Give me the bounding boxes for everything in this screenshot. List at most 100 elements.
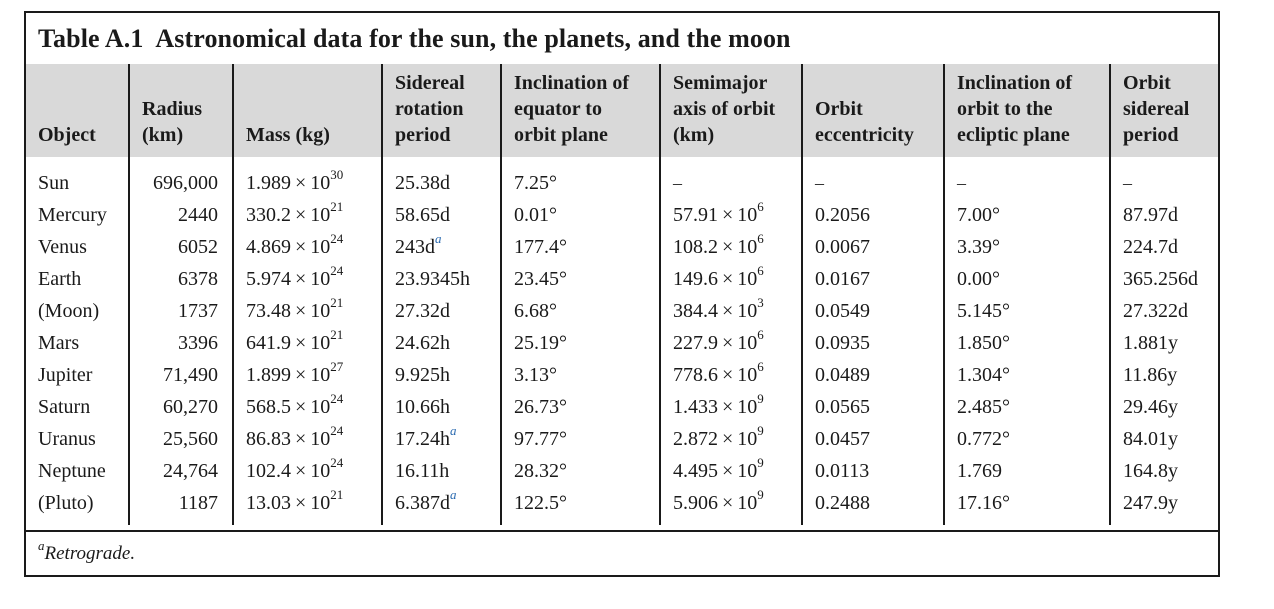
exponent: 6	[757, 231, 764, 247]
rotation-cell: 25.38d	[381, 157, 501, 199]
radius-cell: 71,490	[128, 359, 233, 391]
eccentricity-cell: 0.0113	[801, 455, 944, 487]
exponent: 24	[330, 231, 344, 247]
retrograde-mark: a	[450, 487, 457, 503]
eccentricity-cell: 0.0457	[801, 423, 944, 455]
mass-cell: 4.869 × 1024	[232, 231, 382, 263]
semimajor-axis-cell: 778.6 × 106	[659, 359, 802, 391]
rotation-value: 58.65d	[395, 204, 450, 226]
times-sign: ×	[295, 172, 307, 194]
mantissa: 2.872	[673, 428, 718, 450]
times-sign: ×	[295, 268, 307, 290]
times-sign: ×	[722, 332, 734, 354]
inclination-ecliptic-cell: 17.16°	[943, 487, 1110, 525]
semimajor-axis-cell: 384.4 × 103	[659, 295, 802, 327]
mantissa: 384.4	[673, 300, 718, 322]
column-header-line: eccentricity	[815, 124, 914, 146]
orbit-period-cell: 164.8y	[1109, 455, 1218, 487]
table-row: Neptune 24,764 102.4 × 1024 16.11h 28.32° 4.495…	[26, 455, 1218, 487]
mass-cell: 1.899 × 1027	[232, 359, 382, 391]
inclination-ecliptic-cell: 1.850°	[943, 327, 1110, 359]
inclination-equator-cell: 28.32°	[500, 455, 660, 487]
mantissa: 568.5	[246, 396, 291, 418]
orbit-period-cell: 1.881y	[1109, 327, 1218, 359]
exponent: 21	[330, 327, 344, 343]
radius-cell: 6052	[128, 231, 233, 263]
table-row: Sun 696,000 1.989 × 1030 25.38d 7.25° – – – –	[26, 157, 1218, 199]
table-row: (Pluto) 1187 13.03 × 1021 6.387da 122.5° 5.906 ×…	[26, 487, 1218, 525]
exponent: 6	[757, 327, 764, 343]
exponent: 30	[330, 167, 344, 183]
radius-cell: 6378	[128, 263, 233, 295]
orbit-period-cell: 224.7d	[1109, 231, 1218, 263]
radius-cell: 24,764	[128, 455, 233, 487]
eccentricity-cell: 0.2056	[801, 199, 944, 231]
inclination-ecliptic-cell: –	[943, 157, 1110, 199]
rotation-value: 25.38d	[395, 172, 450, 194]
table-row: Venus 6052 4.869 × 1024 243da 177.4° 108.2 × 106 0…	[26, 231, 1218, 263]
table-row: Jupiter 71,490 1.899 × 1027 9.925h 3.13° 778.6 ×…	[26, 359, 1218, 391]
column-header-line: period	[395, 124, 451, 146]
times-sign: ×	[295, 492, 307, 514]
object-cell: Neptune	[38, 460, 106, 482]
times-sign: ×	[295, 364, 307, 386]
mass-cell: 1.989 × 1030	[232, 157, 382, 199]
radius-cell: 60,270	[128, 391, 233, 423]
times-sign: ×	[722, 268, 734, 290]
rotation-value: 10.66h	[395, 396, 450, 418]
mantissa: 108.2	[673, 236, 718, 258]
exponent: 9	[757, 455, 764, 471]
times-sign: ×	[295, 300, 307, 322]
object-cell: (Moon)	[38, 300, 100, 322]
times-sign: ×	[722, 492, 734, 514]
column-header: Inclination of equator to orbit plane	[500, 64, 660, 157]
retrograde-mark: a	[435, 231, 442, 247]
mass-cell: 5.974 × 1024	[232, 263, 382, 295]
radius-cell: 25,560	[128, 423, 233, 455]
orbit-period-cell: 365.256d	[1109, 263, 1218, 295]
mass-cell: 102.4 × 1024	[232, 455, 382, 487]
inclination-ecliptic-cell: 2.485°	[943, 391, 1110, 423]
table-row: Mars 3396 641.9 × 1021 24.62h 25.19° 227.9 × 106 0…	[26, 327, 1218, 359]
column-header-line: Radius	[142, 98, 203, 120]
column-header-line: Inclination of	[514, 72, 630, 94]
semimajor-axis-cell: 149.6 × 106	[659, 263, 802, 295]
mantissa: 778.6	[673, 364, 718, 386]
semimajor-axis-cell: –	[659, 157, 802, 199]
object-cell: Mercury	[38, 204, 107, 226]
mantissa: 4.495	[673, 460, 718, 482]
times-sign: ×	[295, 460, 307, 482]
inclination-equator-cell: 26.73°	[500, 391, 660, 423]
header-row: Object Radius (km) Mass (kg) Sidereal rotatio…	[26, 64, 1218, 157]
mantissa: 86.83	[246, 428, 291, 450]
column-header-line: Inclination of	[957, 72, 1073, 94]
table-frame: Table A.1 Astronomical data for the sun, …	[24, 11, 1220, 577]
astronomical-data-table: Object Radius (km) Mass (kg) Sidereal rotatio…	[26, 64, 1218, 525]
mantissa: 149.6	[673, 268, 718, 290]
mantissa: 1.433	[673, 396, 718, 418]
rotation-cell: 23.9345h	[381, 263, 501, 295]
mass-cell: 330.2 × 1021	[232, 199, 382, 231]
exponent: 9	[757, 423, 764, 439]
object-cell: Sun	[38, 172, 70, 194]
exponent: 24	[330, 455, 344, 471]
mantissa: 5.974	[246, 268, 291, 290]
rotation-value: 16.11h	[395, 460, 450, 482]
orbit-period-cell: 11.86y	[1109, 359, 1218, 391]
eccentricity-cell: 0.0935	[801, 327, 944, 359]
exponent: 21	[330, 487, 344, 503]
footnote-mark: a	[38, 537, 45, 553]
object-cell: (Pluto)	[38, 492, 94, 514]
exponent: 24	[330, 423, 344, 439]
radius-cell: 696,000	[128, 157, 233, 199]
inclination-ecliptic-cell: 3.39°	[943, 231, 1110, 263]
object-cell: Venus	[38, 236, 87, 258]
column-header-line: Semimajor	[673, 72, 768, 94]
column-header-line: Sidereal	[395, 72, 465, 94]
semimajor-axis-cell: 1.433 × 109	[659, 391, 802, 423]
column-header: Object	[26, 64, 129, 157]
object-cell: Earth	[38, 268, 82, 290]
inclination-ecliptic-cell: 5.145°	[943, 295, 1110, 327]
table-row: (Moon) 1737 73.48 × 1021 27.32d 6.68° 384.4 × 103…	[26, 295, 1218, 327]
column-header-line: orbit plane	[514, 124, 608, 146]
